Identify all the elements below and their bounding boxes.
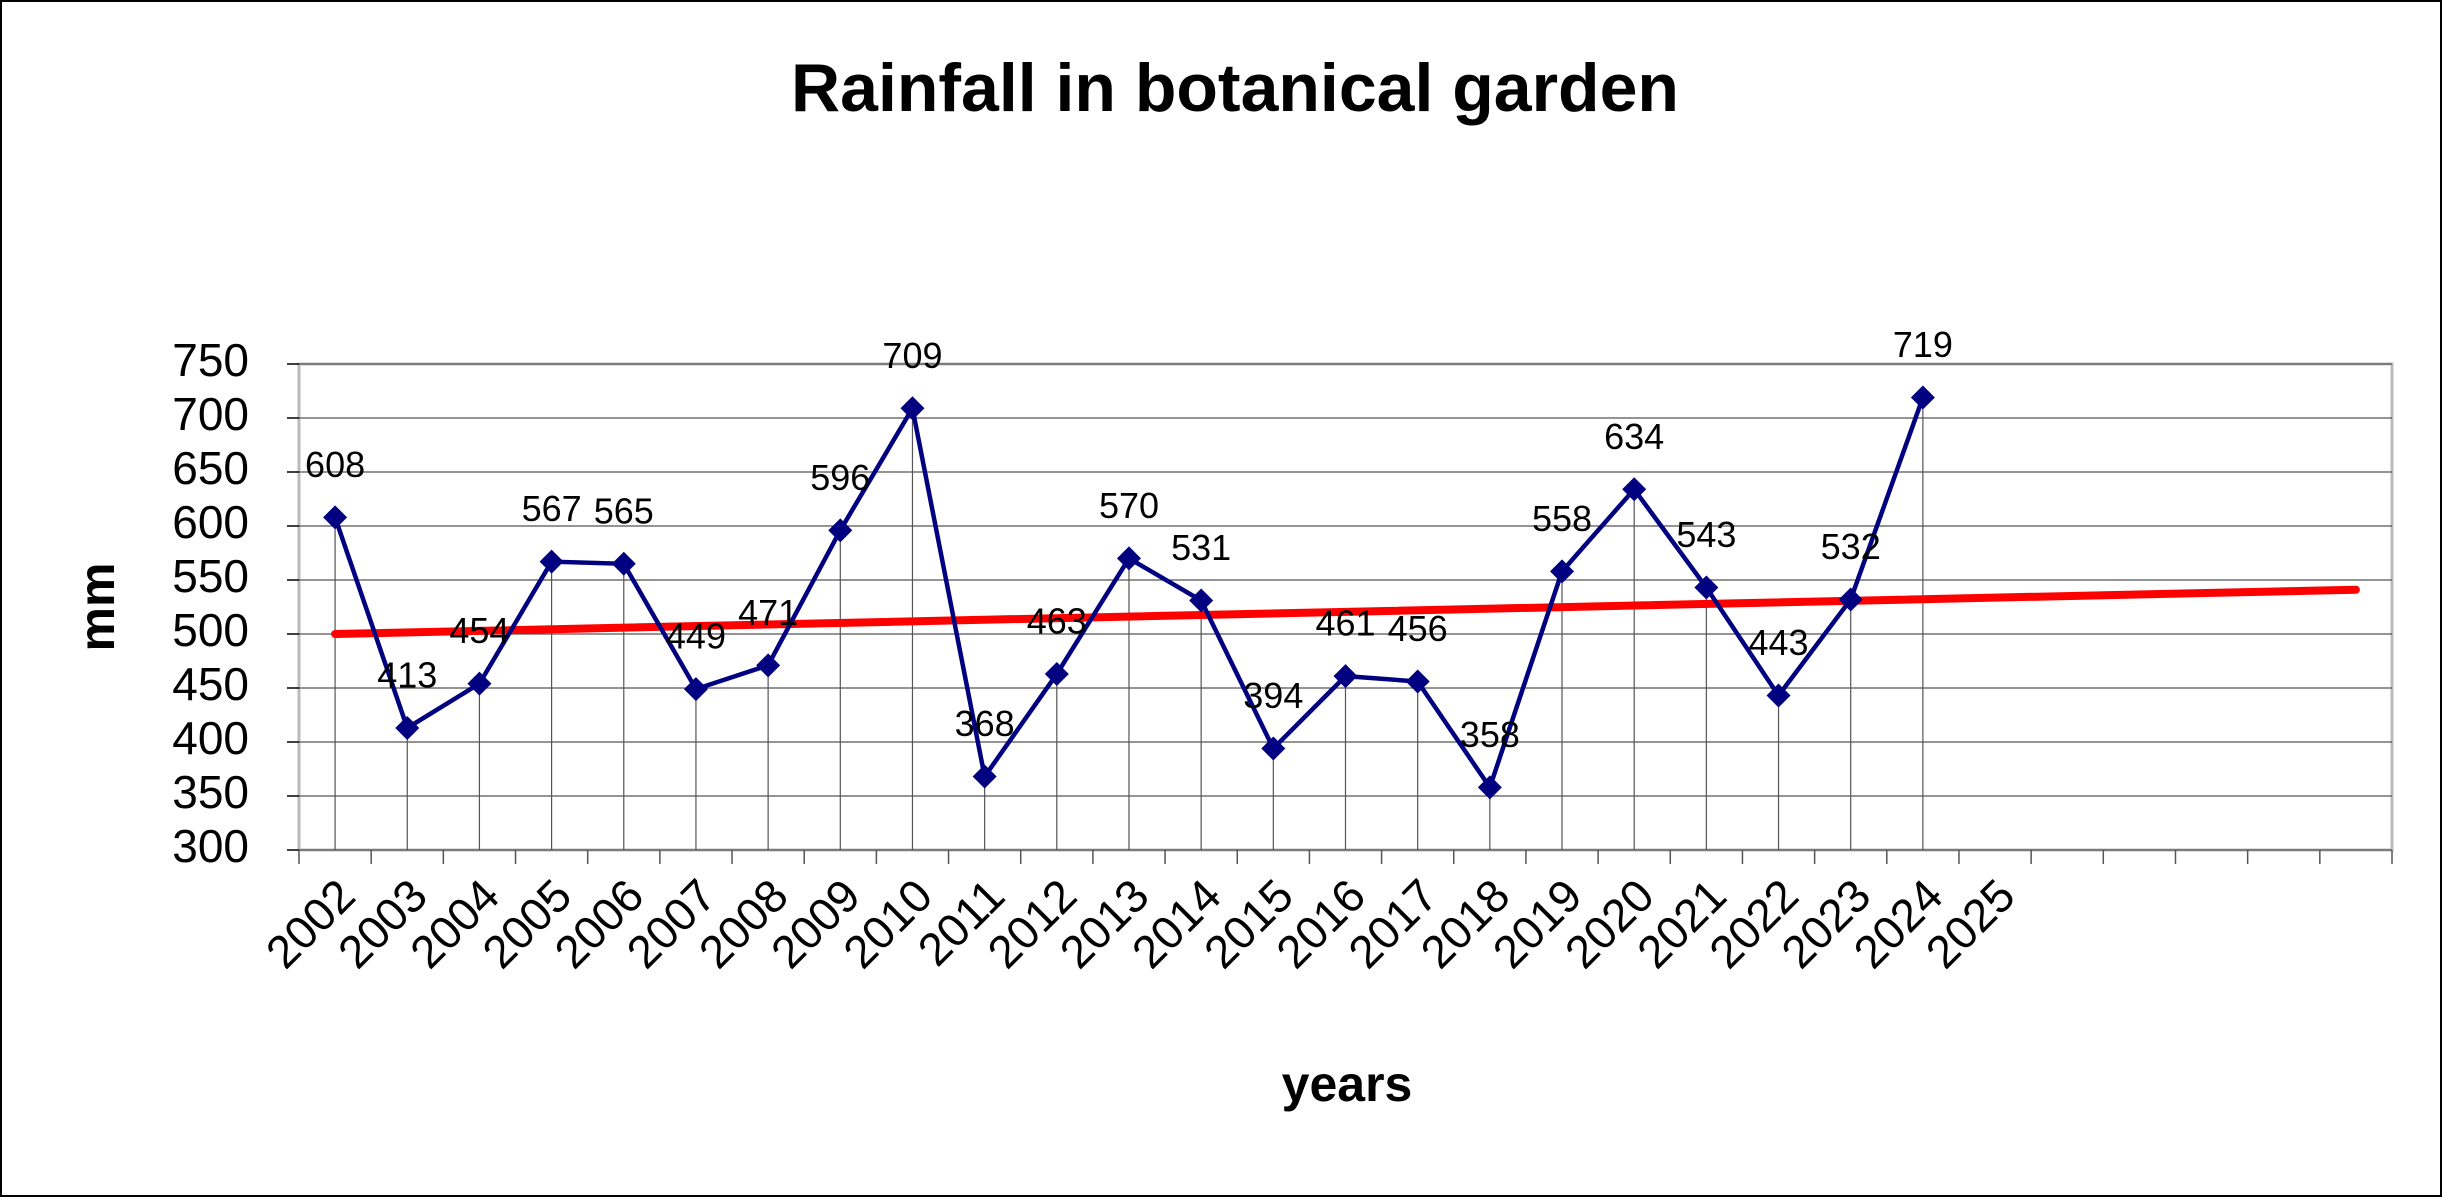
marker <box>467 671 492 696</box>
y-tick-label: 400 <box>172 712 249 764</box>
data-label: 565 <box>594 490 654 531</box>
data-label: 532 <box>1821 526 1881 567</box>
marker <box>828 518 853 543</box>
y-tick-label: 300 <box>172 820 249 872</box>
data-label: 558 <box>1532 498 1592 539</box>
data-label: 634 <box>1604 416 1664 457</box>
marker <box>323 505 348 530</box>
y-tick-label: 550 <box>172 550 249 602</box>
marker <box>395 715 420 740</box>
y-tick-label: 600 <box>172 496 249 548</box>
marker <box>1910 385 1935 410</box>
marker <box>1261 736 1286 761</box>
trend-line <box>331 585 2360 638</box>
marker <box>1622 477 1647 502</box>
data-label: 543 <box>1676 514 1736 555</box>
y-axis-title: mm <box>69 563 125 652</box>
data-label: 719 <box>1893 324 1953 365</box>
data-label: 443 <box>1748 622 1808 663</box>
marker <box>1477 775 1502 800</box>
y-tick-label: 450 <box>172 658 249 710</box>
marker <box>1550 559 1575 584</box>
marker <box>1044 661 1069 686</box>
data-label: 456 <box>1388 608 1448 649</box>
data-label: 463 <box>1027 600 1087 641</box>
marker <box>1333 664 1358 689</box>
y-tick-label: 500 <box>172 604 249 656</box>
y-tick-label: 650 <box>172 442 249 494</box>
marker <box>900 396 925 421</box>
y-tick-label: 700 <box>172 388 249 440</box>
data-label: 449 <box>666 616 726 657</box>
marker <box>756 653 781 678</box>
marker <box>1116 546 1141 571</box>
marker <box>1838 587 1863 612</box>
marker <box>611 551 636 576</box>
marker <box>972 764 997 789</box>
data-label: 358 <box>1460 714 1520 755</box>
data-label: 608 <box>305 444 365 485</box>
data-label: 471 <box>738 592 798 633</box>
data-label: 413 <box>377 654 437 695</box>
data-label: 709 <box>882 335 942 376</box>
marker <box>683 677 708 702</box>
y-tick-label: 750 <box>172 334 249 386</box>
data-label: 461 <box>1315 603 1375 644</box>
x-axis-title: years <box>1282 1056 1413 1112</box>
data-label: 394 <box>1243 675 1303 716</box>
data-label: 570 <box>1099 485 1159 526</box>
marker <box>539 549 564 574</box>
y-tick-label: 350 <box>172 766 249 818</box>
data-label: 567 <box>522 488 582 529</box>
marker <box>1766 683 1791 708</box>
marker <box>1189 588 1214 613</box>
marker <box>1694 575 1719 600</box>
data-label: 596 <box>810 457 870 498</box>
marker <box>1405 669 1430 694</box>
data-label: 454 <box>449 610 509 651</box>
data-label: 531 <box>1171 527 1231 568</box>
chart-title: Rainfall in botanical garden <box>791 50 1679 126</box>
data-label: 368 <box>955 703 1015 744</box>
